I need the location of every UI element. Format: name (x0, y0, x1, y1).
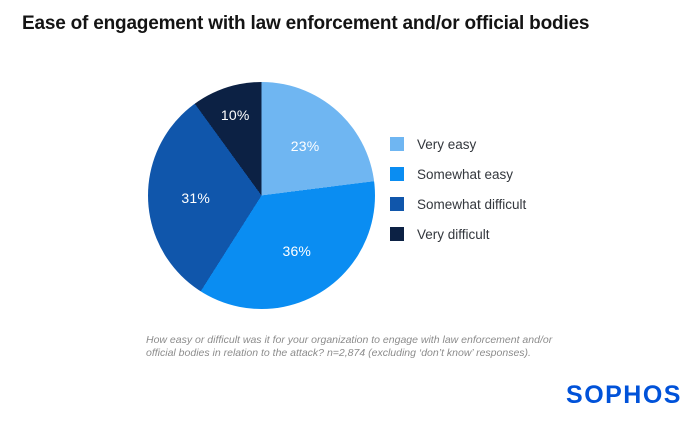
legend-label: Somewhat easy (417, 166, 514, 182)
legend-item-very-difficult: Very difficult (390, 226, 526, 242)
legend-label: Very easy (417, 136, 477, 152)
legend: Very easy Somewhat easy Somewhat difficu… (390, 137, 526, 257)
footnote: How easy or difficult was it for your or… (146, 334, 552, 359)
chart-title: Ease of engagement with law enforcement … (22, 13, 590, 34)
legend-swatch-icon (390, 137, 404, 151)
legend-label: Very difficult (417, 226, 490, 242)
legend-swatch-icon (390, 227, 404, 241)
pie-chart-area: 23% 36% 31% 10% (148, 82, 375, 309)
legend-label: Somewhat difficult (417, 196, 527, 212)
legend-item-very-easy: Very easy (390, 136, 526, 152)
legend-swatch-icon (390, 197, 404, 211)
footnote-line: official bodies in relation to the attac… (146, 346, 531, 359)
legend-item-somewhat-difficult: Somewhat difficult (390, 196, 527, 212)
sophos-logo: SOPHOS (566, 381, 682, 409)
legend-swatch-icon (390, 167, 404, 181)
footnote-line: How easy or difficult was it for your or… (146, 334, 553, 346)
pie-slice-label: 23% (290, 138, 320, 155)
pie-slice-label: 10% (220, 106, 250, 123)
legend-item-somewhat-easy: Somewhat easy (390, 166, 526, 182)
pie-chart (148, 82, 375, 309)
pie-slice-label: 31% (181, 189, 210, 206)
pie-slice-label: 36% (282, 243, 312, 260)
